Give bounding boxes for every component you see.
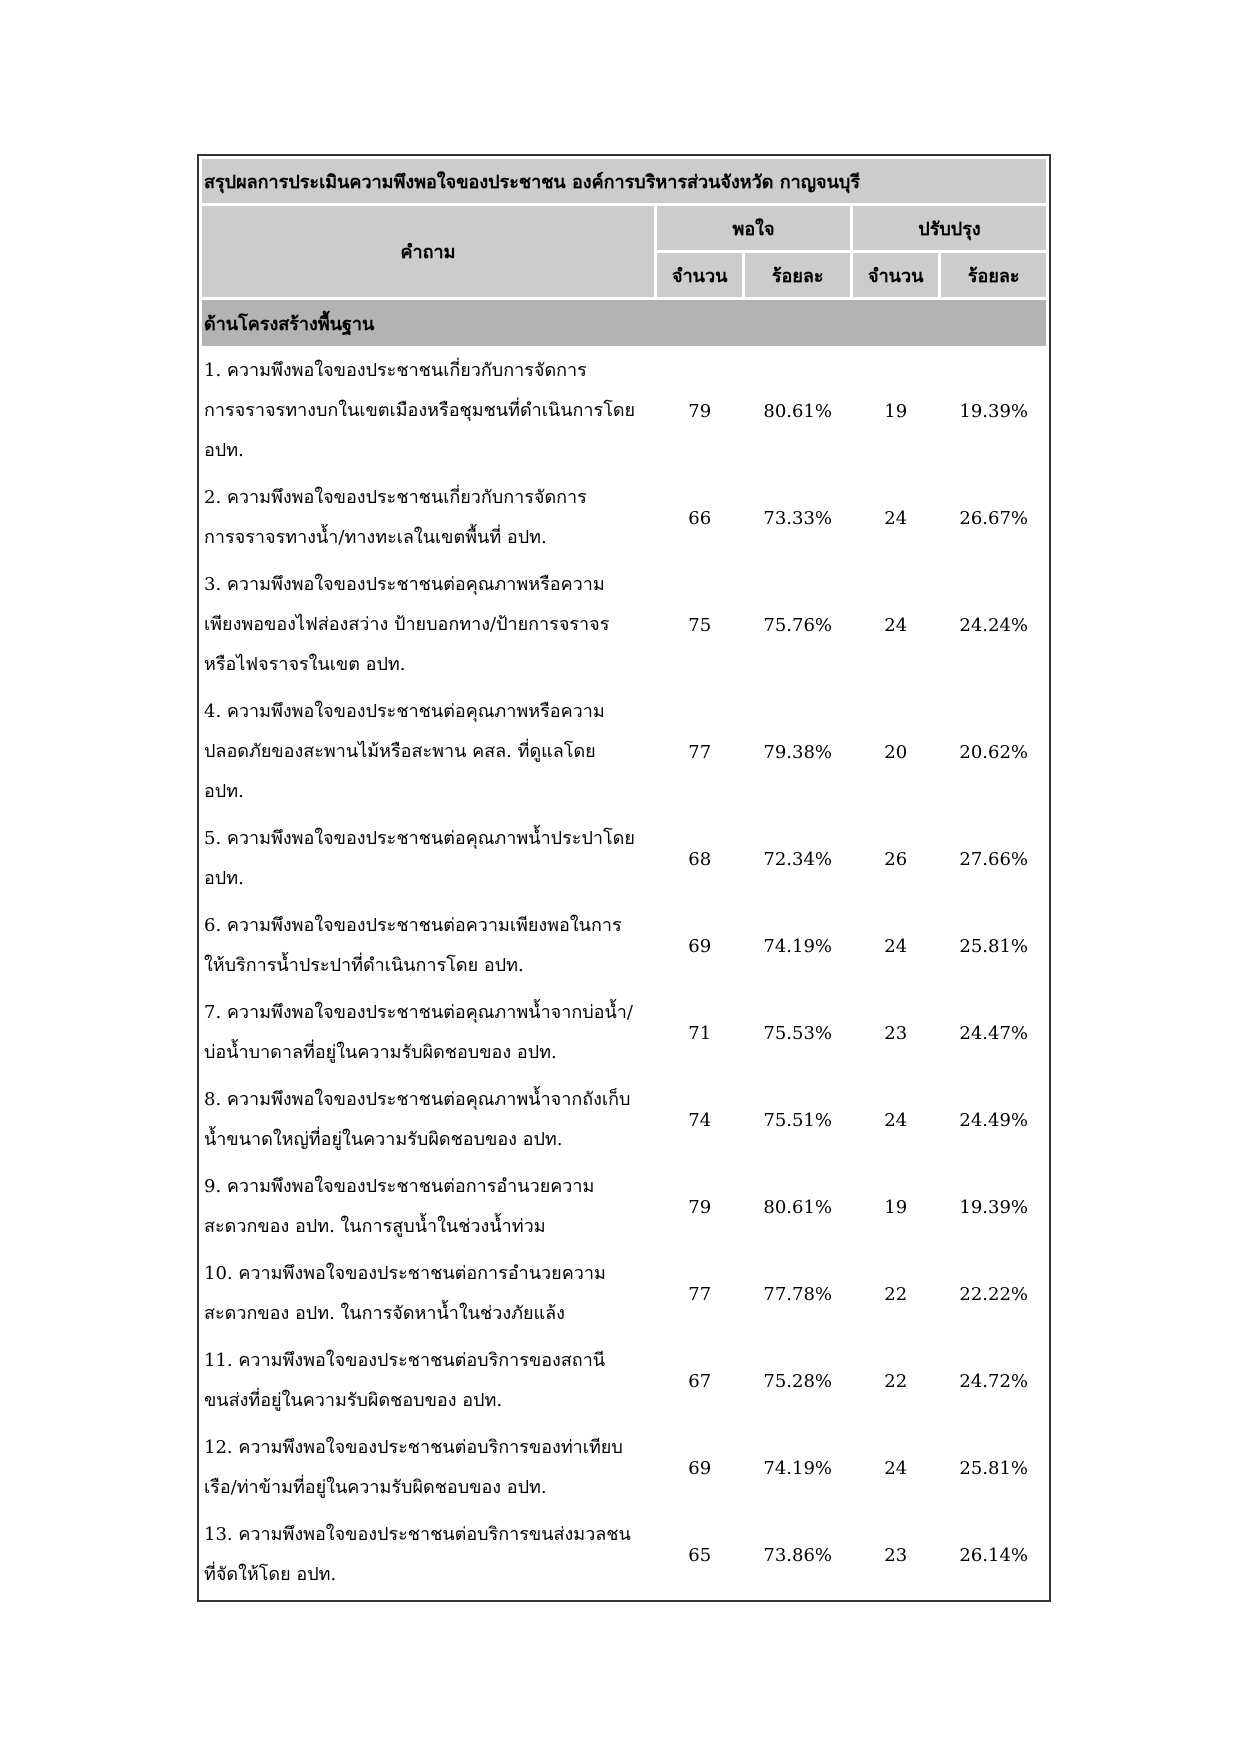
table-row: 4. ความพึงพอใจของประชาชนต่อคุณภาพหรือควา… <box>202 690 1046 814</box>
header-improve-percent: ร้อยละ <box>941 253 1046 297</box>
header-satisfied-percent: ร้อยละ <box>745 253 850 297</box>
header-satisfied: พอใจ <box>657 206 850 250</box>
improve-count-cell: 26 <box>884 848 908 870</box>
table-row: 11. ความพึงพอใจของประชาชนต่อบริการของสถา… <box>202 1339 1046 1423</box>
question-cell: 3. ความพึงพอใจของประชาชนต่อคุณภาพหรือควา… <box>204 574 610 675</box>
satisfied-count-cell: 79 <box>688 1196 712 1218</box>
improve-count-cell: 19 <box>884 400 908 422</box>
improve-percent-cell: 24.49% <box>959 1109 1029 1131</box>
satisfied-percent-cell: 77.78% <box>763 1283 833 1305</box>
question-cell: 1. ความพึงพอใจของประชาชนเกี่ยวกับการจัดก… <box>204 360 636 461</box>
satisfied-percent-cell: 74.19% <box>763 935 833 957</box>
improve-count-cell: 24 <box>884 1457 908 1479</box>
improve-count-cell: 23 <box>884 1544 908 1566</box>
satisfied-count-cell: 77 <box>688 741 712 763</box>
satisfied-count-cell: 68 <box>688 848 712 870</box>
table-row: 12. ความพึงพอใจของประชาชนต่อบริการของท่า… <box>202 1426 1046 1510</box>
satisfied-count-cell: 69 <box>688 1457 712 1479</box>
satisfied-count-cell: 77 <box>688 1283 712 1305</box>
improve-percent-cell: 22.22% <box>959 1283 1029 1305</box>
satisfied-count-cell: 75 <box>688 614 712 636</box>
table-row: 13. ความพึงพอใจของประชาชนต่อบริการขนส่งม… <box>202 1513 1046 1597</box>
satisfied-percent-cell: 80.61% <box>763 1196 833 1218</box>
satisfied-percent-cell: 73.86% <box>763 1544 833 1566</box>
satisfied-count-cell: 74 <box>688 1109 712 1131</box>
header-question: คำถาม <box>202 206 654 297</box>
improve-percent-cell: 19.39% <box>959 400 1029 422</box>
question-cell: 2. ความพึงพอใจของประชาชนเกี่ยวกับการจัดก… <box>204 487 587 548</box>
satisfied-count-cell: 71 <box>688 1022 712 1044</box>
satisfied-count-cell: 69 <box>688 935 712 957</box>
question-cell: 7. ความพึงพอใจของประชาชนต่อคุณภาพน้ำจากบ… <box>204 1002 633 1063</box>
table-row: 8. ความพึงพอใจของประชาชนต่อคุณภาพน้ำจากถ… <box>202 1078 1046 1162</box>
satisfied-count-cell: 79 <box>688 400 712 422</box>
satisfied-percent-cell: 74.19% <box>763 1457 833 1479</box>
table-row: 9. ความพึงพอใจของประชาชนต่อการอำนวยความ … <box>202 1165 1046 1249</box>
improve-percent-cell: 19.39% <box>959 1196 1029 1218</box>
improve-percent-cell: 26.67% <box>959 507 1029 529</box>
improve-count-cell: 23 <box>884 1022 908 1044</box>
question-cell: 11. ความพึงพอใจของประชาชนต่อบริการของสถา… <box>204 1350 606 1411</box>
satisfied-count-cell: 66 <box>688 507 712 529</box>
table-row: 6. ความพึงพอใจของประชาชนต่อความเพียงพอใน… <box>202 904 1046 988</box>
table-row: 10. ความพึงพอใจของประชาชนต่อการอำนวยความ… <box>202 1252 1046 1336</box>
improve-percent-cell: 26.14% <box>959 1544 1029 1566</box>
improve-count-cell: 19 <box>884 1196 908 1218</box>
header-satisfied-count: จำนวน <box>657 253 743 297</box>
table-row: 5. ความพึงพอใจของประชาชนต่อคุณภาพน้ำประป… <box>202 817 1046 901</box>
satisfaction-summary-table: สรุปผลการประเมินความพึงพอใจของประชาชน อง… <box>197 154 1051 1602</box>
satisfied-percent-cell: 75.28% <box>763 1370 833 1392</box>
table-row: 7. ความพึงพอใจของประชาชนต่อคุณภาพน้ำจากบ… <box>202 991 1046 1075</box>
satisfied-percent-cell: 73.33% <box>763 507 833 529</box>
satisfied-percent-cell: 75.51% <box>763 1109 833 1131</box>
header-improve: ปรับปรุง <box>852 206 1046 250</box>
table-row: 2. ความพึงพอใจของประชาชนเกี่ยวกับการจัดก… <box>202 476 1046 560</box>
improve-percent-cell: 24.72% <box>959 1370 1029 1392</box>
satisfied-percent-cell: 75.53% <box>763 1022 833 1044</box>
question-cell: 8. ความพึงพอใจของประชาชนต่อคุณภาพน้ำจากถ… <box>204 1089 631 1150</box>
satisfied-percent-cell: 80.61% <box>763 400 833 422</box>
improve-count-cell: 20 <box>884 741 908 763</box>
question-cell: 6. ความพึงพอใจของประชาชนต่อความเพียงพอใน… <box>204 915 622 976</box>
improve-percent-cell: 20.62% <box>959 741 1029 763</box>
improve-percent-cell: 24.24% <box>959 614 1029 636</box>
improve-count-cell: 24 <box>884 935 908 957</box>
table-row: 3. ความพึงพอใจของประชาชนต่อคุณภาพหรือควา… <box>202 563 1046 687</box>
improve-percent-cell: 24.47% <box>959 1022 1029 1044</box>
improve-count-cell: 24 <box>884 507 908 529</box>
question-cell: 5. ความพึงพอใจของประชาชนต่อคุณภาพน้ำประป… <box>204 828 635 889</box>
improve-percent-cell: 27.66% <box>959 848 1029 870</box>
improve-count-cell: 22 <box>884 1370 908 1392</box>
improve-percent-cell: 25.81% <box>959 935 1029 957</box>
satisfied-percent-cell: 75.76% <box>763 614 833 636</box>
question-cell: 4. ความพึงพอใจของประชาชนต่อคุณภาพหรือควา… <box>204 701 605 802</box>
header-improve-count: จำนวน <box>852 253 939 297</box>
satisfied-percent-cell: 79.38% <box>763 741 833 763</box>
table-row: 1. ความพึงพอใจของประชาชนเกี่ยวกับการจัดก… <box>202 349 1046 473</box>
improve-percent-cell: 25.81% <box>959 1457 1029 1479</box>
section-heading: ด้านโครงสร้างพื้นฐาน <box>202 300 1046 346</box>
question-cell: 10. ความพึงพอใจของประชาชนต่อการอำนวยความ… <box>204 1263 606 1324</box>
question-cell: 9. ความพึงพอใจของประชาชนต่อการอำนวยความ … <box>204 1176 595 1237</box>
satisfied-count-cell: 67 <box>688 1370 712 1392</box>
question-cell: 12. ความพึงพอใจของประชาชนต่อบริการของท่า… <box>204 1437 623 1498</box>
improve-count-cell: 22 <box>884 1283 908 1305</box>
table-title: สรุปผลการประเมินความพึงพอใจของประชาชน อง… <box>202 159 1046 203</box>
improve-count-cell: 24 <box>884 614 908 636</box>
satisfied-percent-cell: 72.34% <box>763 848 833 870</box>
satisfied-count-cell: 65 <box>688 1544 712 1566</box>
improve-count-cell: 24 <box>884 1109 908 1131</box>
question-cell: 13. ความพึงพอใจของประชาชนต่อบริการขนส่งม… <box>204 1524 631 1585</box>
